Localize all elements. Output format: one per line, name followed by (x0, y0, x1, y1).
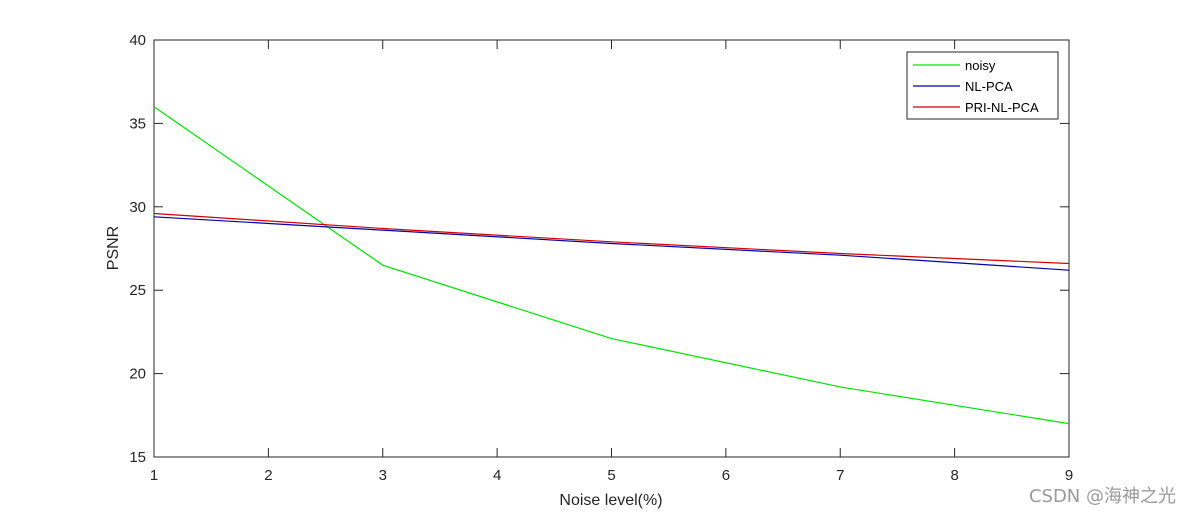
y-tick-label: 25 (129, 282, 146, 299)
series-line-nl-pca (153, 216, 1070, 271)
x-tick-label: 4 (493, 467, 501, 484)
y-tick-label: 35 (129, 115, 146, 132)
y-tick-label: 15 (129, 449, 146, 466)
x-tick-label: 3 (379, 467, 387, 484)
y-tick-label: 30 (129, 199, 146, 216)
x-tick-label: 7 (836, 467, 844, 484)
x-tick-label: 5 (607, 467, 615, 484)
x-tick-label: 9 (1065, 467, 1073, 484)
series-line-noisy (153, 106, 1070, 425)
y-axis-label: PSNR (105, 226, 122, 270)
x-tick-label: 8 (950, 467, 958, 484)
x-axis-label: Noise level(%) (559, 492, 662, 509)
series-line-pri-nl-pca (153, 212, 1070, 265)
y-tick-label: 40 (129, 32, 146, 49)
legend-entry: noisy (965, 58, 996, 73)
series-lines (153, 106, 1070, 425)
y-tick-label: 20 (129, 366, 146, 383)
legend-entry: PRI-NL-PCA (965, 100, 1039, 115)
legend-entry: NL-PCA (965, 79, 1013, 94)
watermark-text: CSDN @海神之光 (1028, 486, 1176, 507)
legend: noisy NL-PCA PRI-NL-PCA (906, 51, 1059, 120)
x-tick-label: 1 (150, 467, 158, 484)
x-tick-label: 2 (264, 467, 272, 484)
x-tick-label: 6 (722, 467, 730, 484)
axis-ticks: 1 2 3 4 5 6 7 8 9 15 20 25 30 35 40 (129, 32, 1073, 484)
